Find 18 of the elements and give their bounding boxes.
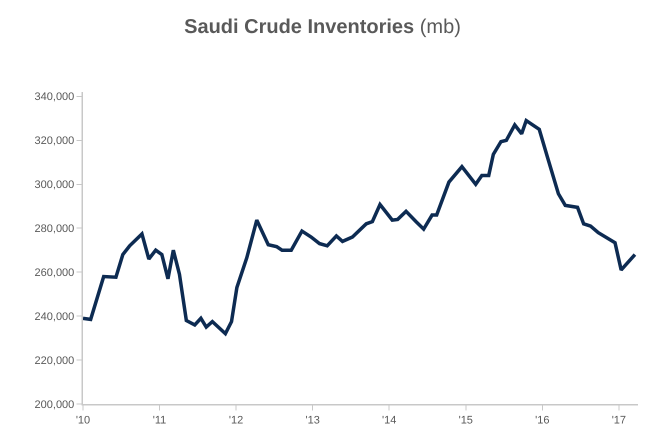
y-tick-label: 320,000 [34,135,74,148]
chart-title: Saudi Crude Inventories (mb) [184,16,461,38]
x-tick-label: '15 [458,414,473,427]
y-tick-label: 260,000 [34,267,74,280]
line-series [83,118,637,336]
x-tick-label: '11 [152,414,166,427]
x-tick-label: '14 [382,414,396,427]
y-tick-label: 280,000 [34,223,74,236]
x-tick-label: '10 [76,414,90,427]
x-tick-label: '12 [228,414,244,427]
y-tick-label: 200,000 [34,398,74,411]
x-tick-label: '17 [612,414,626,427]
y-tick-label: 240,000 [34,310,74,323]
x-tick-label: '16 [535,414,550,427]
y-tick-label: 340,000 [34,91,74,104]
x-tick-label: '13 [305,414,320,427]
y-tick-label: 220,000 [34,354,74,367]
y-tick-label: 300,000 [34,179,74,192]
